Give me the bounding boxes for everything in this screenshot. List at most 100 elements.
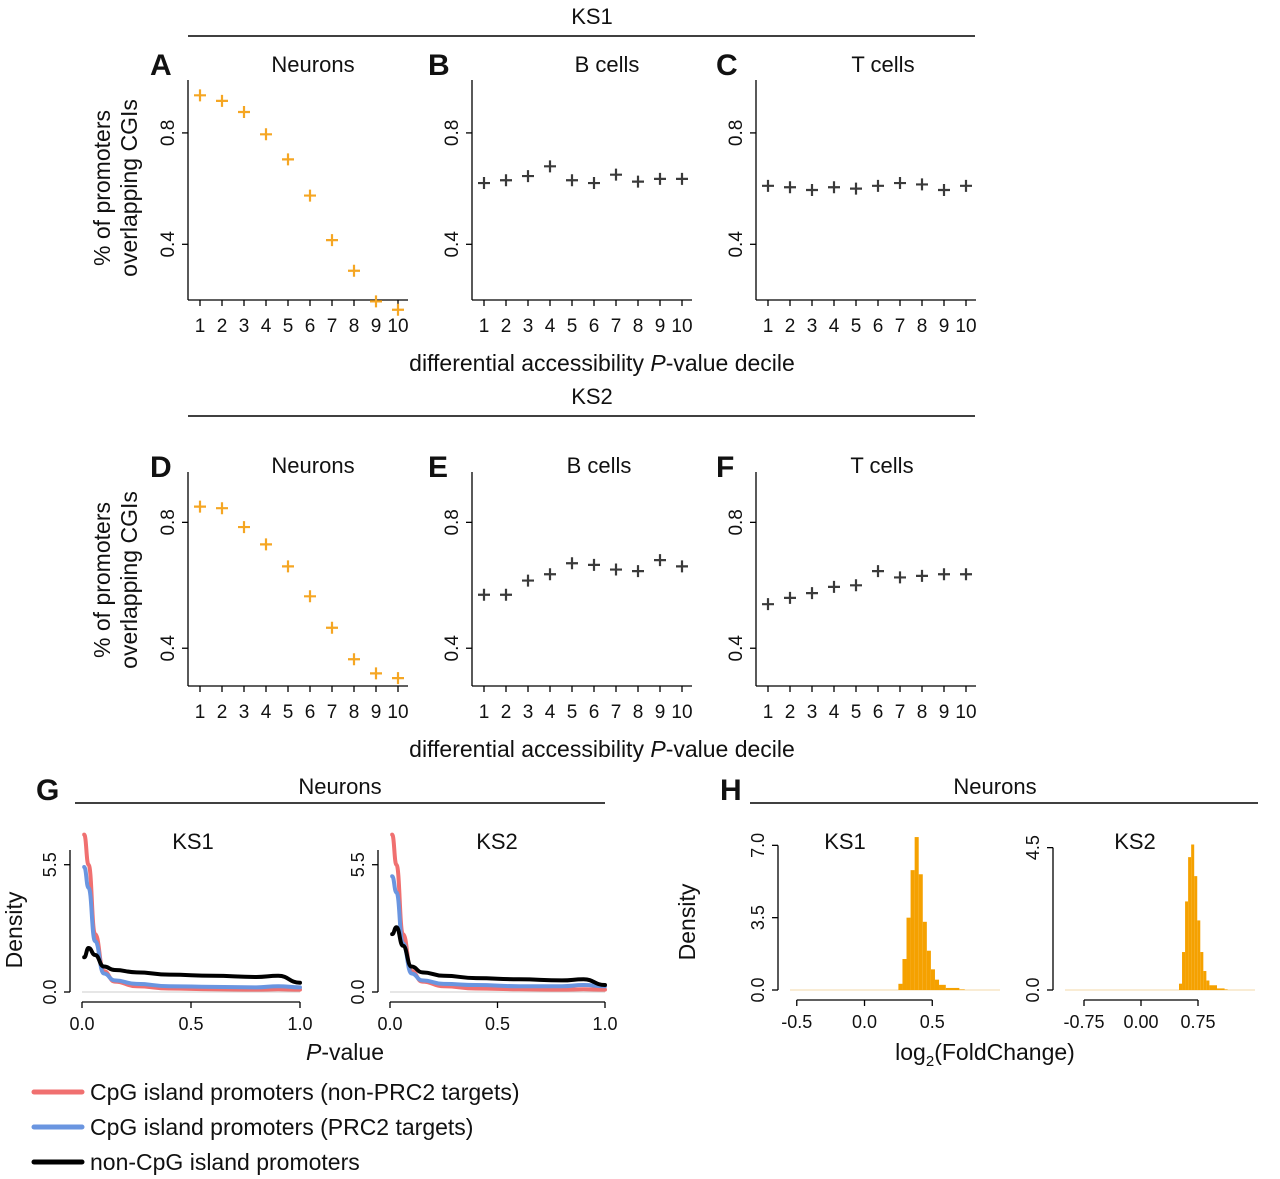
data-point [260, 538, 272, 551]
y-tick-label: 0.8 [158, 120, 179, 146]
panel-letter-C: C [716, 49, 738, 82]
data-point [216, 502, 228, 515]
legend-label-2: CpG island promoters (PRC2 targets) [90, 1114, 473, 1140]
y-tick-label: 0.4 [442, 635, 463, 662]
data-point [960, 568, 972, 581]
density-line-1 [390, 832, 607, 992]
ks2-section-label: KS2 [571, 384, 613, 409]
panel-C: C T cells 0.4 0.8 1 2 3 4 5 6 7 8 9 10 [716, 49, 977, 337]
y-tick-label: 0.4 [442, 231, 463, 258]
x-tick-label: 6 [873, 702, 884, 723]
histogram-bar [1194, 876, 1198, 990]
data-point [828, 181, 840, 194]
y-tick-label: 0.8 [726, 509, 747, 535]
data-point [370, 295, 382, 308]
x-tick-label: -0.5 [781, 1012, 812, 1032]
data-point [872, 565, 884, 578]
x-tick-label: 1 [763, 702, 774, 723]
x-tick-label: 4 [261, 702, 272, 723]
panel-title-A: Neurons [271, 52, 354, 77]
row2-ylabel: % of promotersoverlapping CGIs [89, 491, 142, 669]
density-line-2 [82, 865, 302, 990]
data-point [762, 179, 774, 192]
data-point [762, 598, 774, 611]
x-tick-label: 10 [955, 316, 976, 337]
density-line-1 [82, 832, 302, 992]
x-tick-label: 10 [671, 702, 692, 723]
data-point [238, 106, 250, 119]
subplot-title: KS2 [1114, 829, 1156, 854]
data-point [894, 571, 906, 584]
panel-letter-F: F [716, 451, 734, 484]
x-tick-label: 0.75 [1180, 1012, 1215, 1032]
data-point [654, 172, 666, 185]
data-point [478, 588, 490, 601]
histogram-subplot-ks1: KS1 0.0 3.5 7.0 -0.5 0.0 0.5 [748, 829, 1000, 1032]
panel-A: A Neurons 0.4 0.8 1 2 3 4 5 6 7 8 9 10 [150, 49, 409, 337]
histogram-bar [1206, 980, 1210, 990]
row2-ylabel-line1: % of promoters [89, 502, 115, 658]
data-point [566, 174, 578, 187]
data-point [894, 177, 906, 190]
x-tick-label: 2 [501, 316, 512, 337]
x-tick-label: 3 [807, 702, 818, 723]
ks1-section-label: KS1 [571, 4, 613, 29]
x-tick-label: 0.0 [69, 1014, 94, 1034]
data-point [304, 189, 316, 202]
histogram-bar [910, 870, 915, 990]
x-tick-label: 2 [785, 316, 796, 337]
data-point [632, 175, 644, 188]
histogram-bar [906, 917, 911, 990]
data-point [544, 568, 556, 581]
x-tick-label: 8 [349, 702, 360, 723]
panel-D: D Neurons 0.4 0.8 1 2 3 4 5 6 7 8 9 10 [150, 451, 409, 723]
data-point [588, 177, 600, 190]
data-point [522, 574, 534, 587]
data-point [238, 521, 250, 534]
panel-title-D: Neurons [271, 453, 354, 478]
data-point [194, 500, 206, 513]
data-point [610, 563, 622, 576]
data-point [544, 160, 556, 173]
x-tick-label: 4 [545, 702, 556, 723]
data-point [806, 587, 818, 600]
histogram-bar [945, 987, 960, 990]
x-tick-label: 3 [239, 702, 250, 723]
x-tick-label: 1 [479, 702, 490, 723]
y-tick-label: 0.0 [748, 977, 768, 1002]
x-tick-label: 3 [807, 316, 818, 337]
x-tick-label: 9 [939, 702, 950, 723]
data-point [500, 588, 512, 601]
data-point [326, 621, 338, 634]
panel-letter-B: B [428, 49, 450, 82]
histogram-bar [1197, 920, 1201, 990]
x-tick-label: 0.5 [920, 1012, 945, 1032]
x-tick-label: 6 [873, 316, 884, 337]
data-point [478, 177, 490, 190]
histogram-bar [1200, 952, 1204, 990]
data-point [850, 579, 862, 592]
x-tick-label: 1.0 [592, 1014, 617, 1034]
data-point [610, 168, 622, 181]
data-point [194, 89, 206, 102]
x-tick-label: 1 [195, 702, 206, 723]
histogram-bar [1182, 952, 1186, 990]
panel-title-B: B cells [575, 52, 640, 77]
y-tick-label: 4.5 [1023, 835, 1043, 860]
histogram-bar [1217, 988, 1225, 990]
histogram-bar [939, 984, 946, 990]
g-section-title: Neurons [298, 774, 381, 799]
panel-E: E B cells 0.4 0.8 1 2 3 4 5 6 7 8 9 10 [428, 451, 693, 723]
x-tick-label: 7 [611, 316, 622, 337]
x-tick-label: 3 [523, 316, 534, 337]
x-tick-label: 7 [895, 702, 906, 723]
data-point [938, 184, 950, 196]
x-tick-label: 9 [371, 702, 382, 723]
histogram-bar [918, 874, 923, 990]
data-point [500, 174, 512, 187]
x-tick-label: 4 [545, 316, 556, 337]
legend-label-3: non-CpG island promoters [90, 1149, 360, 1175]
y-tick-label: 0.8 [726, 120, 747, 146]
